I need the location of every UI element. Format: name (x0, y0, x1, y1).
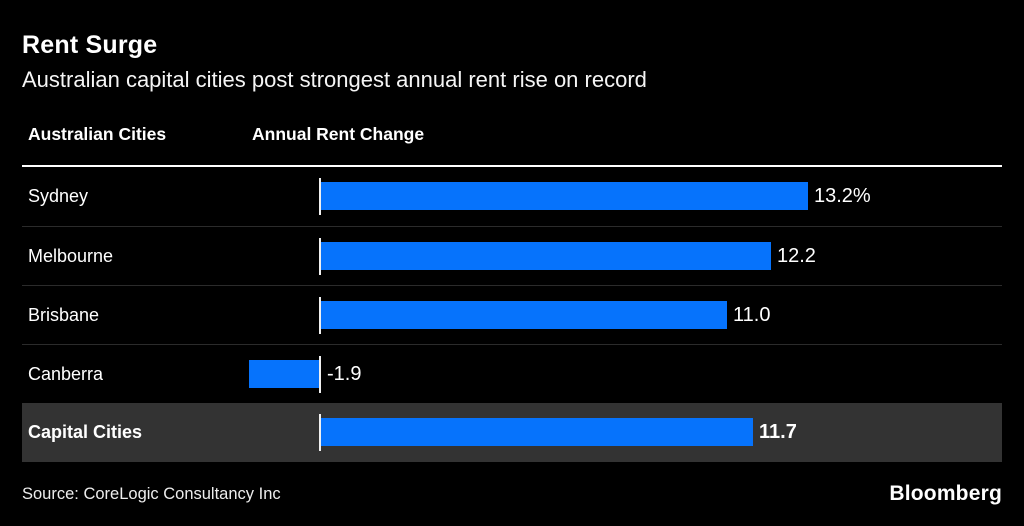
source-note: Source: CoreLogic Consultancy Inc (22, 484, 281, 503)
row-label: Brisbane (28, 304, 100, 325)
value-bar (249, 360, 319, 389)
chart-title: Rent Surge (22, 31, 158, 59)
column-headers: Australian Cities Annual Rent Change (22, 124, 1002, 146)
table-row: Melbourne 12.2 (22, 226, 1002, 285)
table-row: Sydney 13.2% (22, 167, 1002, 226)
table-row: Brisbane 11.0 (22, 285, 1002, 344)
bar-baseline-tick (319, 297, 321, 335)
value-bar (321, 418, 753, 447)
bar-rows: Sydney 13.2% Melbourne 12.2 Brisbane 11.0 Canb… (22, 167, 1002, 463)
bar-baseline-tick (319, 356, 321, 394)
bar-baseline-tick (319, 414, 321, 452)
value-label: 13.2% (814, 185, 871, 208)
column-header-rent-change: Annual Rent Change (252, 124, 425, 145)
row-label: Capital Cities (28, 422, 143, 443)
row-label: Sydney (28, 186, 89, 207)
table-row: Canberra -1.9 (22, 344, 1002, 403)
row-label: Canberra (28, 363, 104, 384)
table-row: Capital Cities 11.7 (22, 403, 1002, 463)
value-bar (321, 182, 808, 211)
chart-header: Rent Surge Australian capital cities pos… (22, 0, 1002, 93)
value-label: 11.7 (759, 421, 797, 444)
chart-footer: Source: CoreLogic Consultancy Inc Bloomb… (22, 482, 1002, 506)
bar-baseline-tick (319, 238, 321, 276)
chart-subtitle: Australian capital cities post strongest… (22, 66, 647, 92)
value-label: 11.0 (733, 303, 771, 326)
bar-baseline-tick (319, 178, 321, 216)
header-rule (22, 165, 1002, 168)
value-label: -1.9 (327, 362, 362, 385)
column-header-cities: Australian Cities (28, 124, 167, 145)
value-bar (321, 242, 771, 271)
value-bar (321, 301, 727, 330)
value-label: 12.2 (777, 244, 816, 267)
bloomberg-logo: Bloomberg (889, 482, 1002, 506)
row-label: Melbourne (28, 245, 114, 266)
